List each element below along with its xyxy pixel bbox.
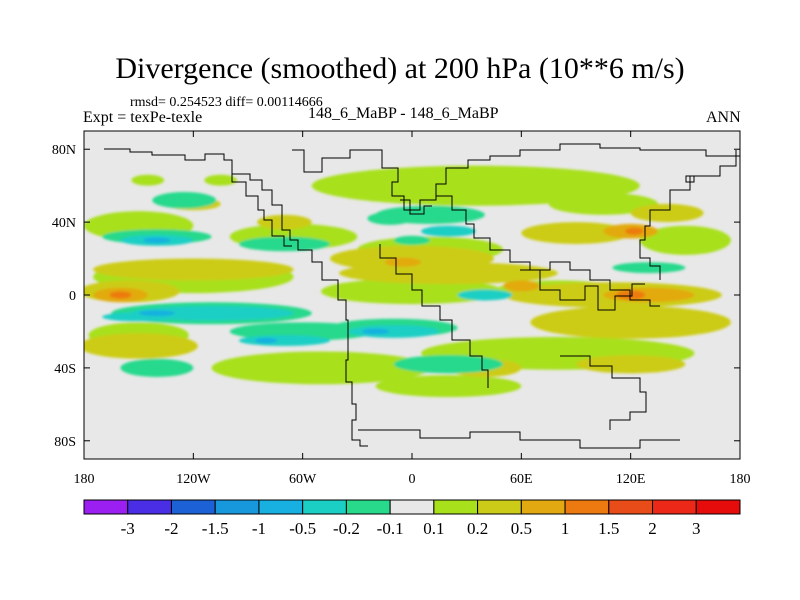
- colorbar-swatch-0: [83, 499, 129, 515]
- contour-region-37: [152, 192, 217, 209]
- y-tick-label-1: 40N: [52, 216, 76, 231]
- contour-region-15: [375, 375, 522, 398]
- contour-region-1: [131, 174, 165, 186]
- colorbar-swatch-2: [170, 499, 216, 515]
- contour-region-28: [257, 214, 312, 230]
- contour-region-51: [348, 325, 440, 338]
- coast-australia: [560, 355, 647, 430]
- contour-region-33: [384, 257, 422, 267]
- season-label: ANN: [706, 109, 741, 126]
- colorbar-swatch-4: [258, 499, 304, 515]
- contour-region-35: [625, 227, 644, 235]
- colorbar-label-0: -3: [121, 519, 135, 538]
- coast-africa: [379, 244, 489, 388]
- contour-region-48: [393, 235, 431, 245]
- colorbar-label-11: 1.5: [598, 519, 619, 538]
- contour-region-13: [211, 351, 431, 385]
- colorbar-swatch-8: [433, 499, 479, 515]
- contour-region-26: [630, 203, 704, 223]
- colorbar-label-9: 0.5: [511, 519, 532, 538]
- contour-region-54: [238, 335, 330, 347]
- contour-region-24: [576, 355, 686, 374]
- y-tick-label-3: 40S: [54, 362, 76, 377]
- colorbar-swatch-12: [608, 499, 654, 515]
- contour-region-34: [616, 290, 646, 300]
- chart-title: Divergence (smoothed) at 200 hPa (10**6 …: [115, 52, 685, 85]
- colorbar-swatch-3: [214, 499, 260, 515]
- coast-maritime-continent: [520, 269, 645, 311]
- contour-region-58: [361, 328, 390, 335]
- contour-region-59: [255, 337, 278, 344]
- stats-label: rmsd= 0.254523 diff= 0.00114666: [130, 95, 323, 110]
- x-tick-label-5: 120E: [616, 472, 646, 487]
- contour-region-36: [109, 291, 132, 299]
- contour-region-47: [612, 262, 686, 274]
- contour-region-46: [393, 355, 504, 374]
- contour-region-22: [530, 305, 731, 339]
- colorbar-label-8: 0.2: [467, 519, 488, 538]
- contour-region-2: [204, 174, 238, 186]
- colorbar-label-10: 1: [561, 519, 570, 538]
- y-tick-label-4: 80S: [54, 435, 76, 450]
- contour-region-17: [93, 258, 294, 281]
- contour-region-25: [521, 222, 631, 244]
- colorbar-label-12: 2: [648, 519, 657, 538]
- coast-north-america-inner: [231, 174, 292, 247]
- colorbar-label-3: -1: [252, 519, 266, 538]
- colorbar-label-1: -2: [164, 519, 178, 538]
- x-tick-label-6: 180: [730, 472, 751, 487]
- colorbar-swatch-10: [520, 499, 566, 515]
- colorbar-swatch-1: [127, 499, 172, 515]
- coast-north-america: [104, 148, 323, 268]
- colorbar-swatch-13: [652, 499, 697, 515]
- colorbar-label-2: -1.5: [202, 519, 229, 538]
- contour-region-55: [421, 225, 476, 237]
- case-names-label: 148_6_MaBP - 148_6_MaBP: [308, 105, 499, 122]
- colorbar-swatch-5: [302, 499, 347, 515]
- colorbar-label-13: 3: [692, 519, 701, 538]
- axis-ticks: 180 120W 60W 0 60E 120E 180 80N 40N 0 40S 80S: [52, 131, 751, 487]
- coast-antarctica: [358, 429, 680, 449]
- x-tick-label-0: 180: [74, 472, 95, 487]
- contour-region-18: [339, 262, 558, 285]
- x-tick-label-1: 120W: [176, 472, 211, 487]
- coast-east-asia: [639, 150, 737, 280]
- contour-region-56: [143, 237, 171, 244]
- experiment-label: Expt = texPe-texle: [83, 109, 203, 126]
- contour-region-10: [320, 278, 504, 305]
- contour-region-3: [311, 180, 349, 192]
- colorbar-label-5: -0.2: [333, 519, 360, 538]
- contour-region-39: [375, 205, 485, 224]
- colorbar-label-4: -0.5: [289, 519, 316, 538]
- contour-region-57: [138, 310, 176, 316]
- contour-region-32: [503, 280, 540, 292]
- colorbar-label-7: 0.1: [423, 519, 444, 538]
- contour-region-8: [639, 225, 731, 255]
- colorbar-label-6: -0.1: [377, 519, 404, 538]
- x-tick-label-3: 0: [409, 472, 416, 487]
- colorbar-swatch-14: [695, 499, 741, 515]
- coast-europe: [400, 199, 432, 215]
- contour-region-52: [457, 289, 513, 301]
- colorbar-swatch-6: [345, 499, 391, 515]
- coastline-outline: [104, 143, 740, 449]
- colorbar-swatch-9: [477, 499, 522, 515]
- x-tick-label-2: 60W: [289, 472, 317, 487]
- colorbar-swatch-11: [564, 499, 610, 515]
- colorbar: -3 -2 -1.5 -1 -0.5 -0.2 -0.1 0.1 0.2 0.5 1 1.5 2 3: [83, 499, 741, 538]
- x-tick-label-4: 60E: [510, 472, 533, 487]
- contour-region-45: [120, 358, 194, 377]
- colorbar-swatch-7: [389, 499, 435, 515]
- contour-region-21: [84, 333, 198, 359]
- coast-japan: [685, 175, 695, 183]
- coast-south-america: [321, 268, 368, 447]
- y-tick-label-2: 0: [69, 289, 76, 304]
- contour-region-4: [548, 192, 658, 215]
- y-tick-label-0: 80N: [52, 143, 76, 158]
